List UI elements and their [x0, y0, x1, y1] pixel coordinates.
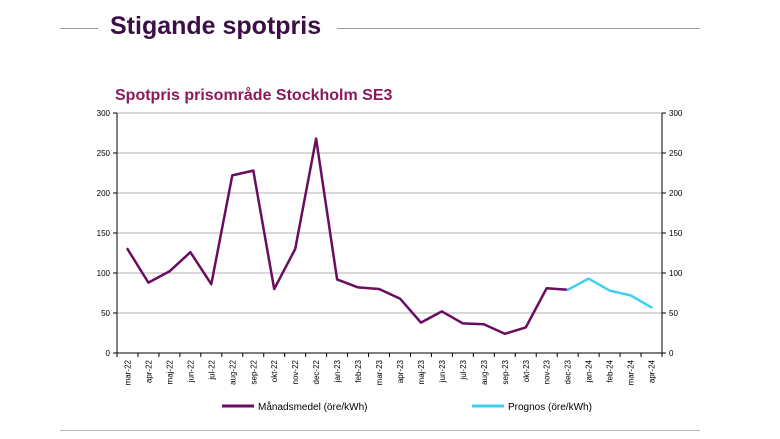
y-tick-label-right: 150 [669, 229, 683, 238]
legend-label: Månadsmedel (öre/kWh) [258, 401, 367, 413]
x-tick-label: feb-24 [606, 359, 615, 382]
x-tick-label: aug-23 [480, 359, 489, 384]
series-line-forecast [566, 277, 653, 309]
x-tick-label: okt-22 [270, 359, 279, 382]
x-tick-label: dec-23 [564, 359, 573, 384]
x-tick-label: nov-22 [291, 359, 300, 384]
page-title: Stigande spotpris [110, 12, 322, 40]
y-tick-label: 250 [97, 149, 111, 158]
header-rule-right [337, 28, 700, 29]
x-tick-label: feb-23 [354, 359, 363, 382]
series-line-actual [126, 137, 569, 336]
x-tick-label: apr-22 [144, 359, 153, 383]
y-tick-label-right: 0 [669, 349, 674, 358]
y-tick-label: 50 [101, 309, 110, 318]
x-tick-label: okt-23 [522, 359, 531, 382]
header-rule-left [60, 28, 98, 29]
x-tick-label: sep-22 [249, 359, 258, 384]
legend-label: Prognos (öre/kWh) [508, 402, 592, 413]
x-tick-label: aug-22 [228, 359, 237, 384]
x-tick-label: mar-22 [123, 359, 132, 385]
x-tick-label: jul-22 [207, 359, 216, 380]
y-tick-label-right: 50 [669, 309, 678, 318]
x-tick-label: jun-22 [186, 359, 195, 383]
y-tick-label: 0 [106, 349, 111, 358]
y-tick-label: 100 [97, 269, 111, 278]
x-tick-label: sep-23 [501, 359, 510, 384]
x-tick-label: jan-23 [333, 359, 342, 383]
x-tick-label: jun-23 [438, 359, 447, 383]
x-tick-label: maj-22 [165, 359, 174, 384]
y-tick-label-right: 200 [669, 189, 683, 198]
x-tick-label: apr-24 [648, 359, 657, 383]
chart-title: Spotpris prisområde Stockholm SE3 [115, 86, 393, 104]
y-tick-label-right: 300 [669, 109, 683, 118]
x-tick-label: apr-23 [396, 359, 405, 383]
x-tick-label: dec-22 [312, 359, 321, 384]
x-tick-label: jan-24 [585, 359, 594, 383]
x-tick-label: maj-23 [417, 359, 426, 384]
y-tick-label: 200 [97, 189, 111, 198]
x-tick-label: mar-23 [375, 359, 384, 385]
slide-header: Stigande spotpris [0, 8, 780, 48]
y-tick-label-right: 100 [669, 269, 683, 278]
footer-rule [60, 430, 700, 431]
y-tick-label: 300 [97, 109, 111, 118]
x-tick-label: mar-24 [627, 359, 636, 385]
x-tick-label: nov-23 [543, 359, 552, 384]
x-tick-label: jul-23 [459, 359, 468, 380]
y-tick-label: 150 [97, 229, 111, 238]
y-tick-label-right: 250 [669, 149, 683, 158]
